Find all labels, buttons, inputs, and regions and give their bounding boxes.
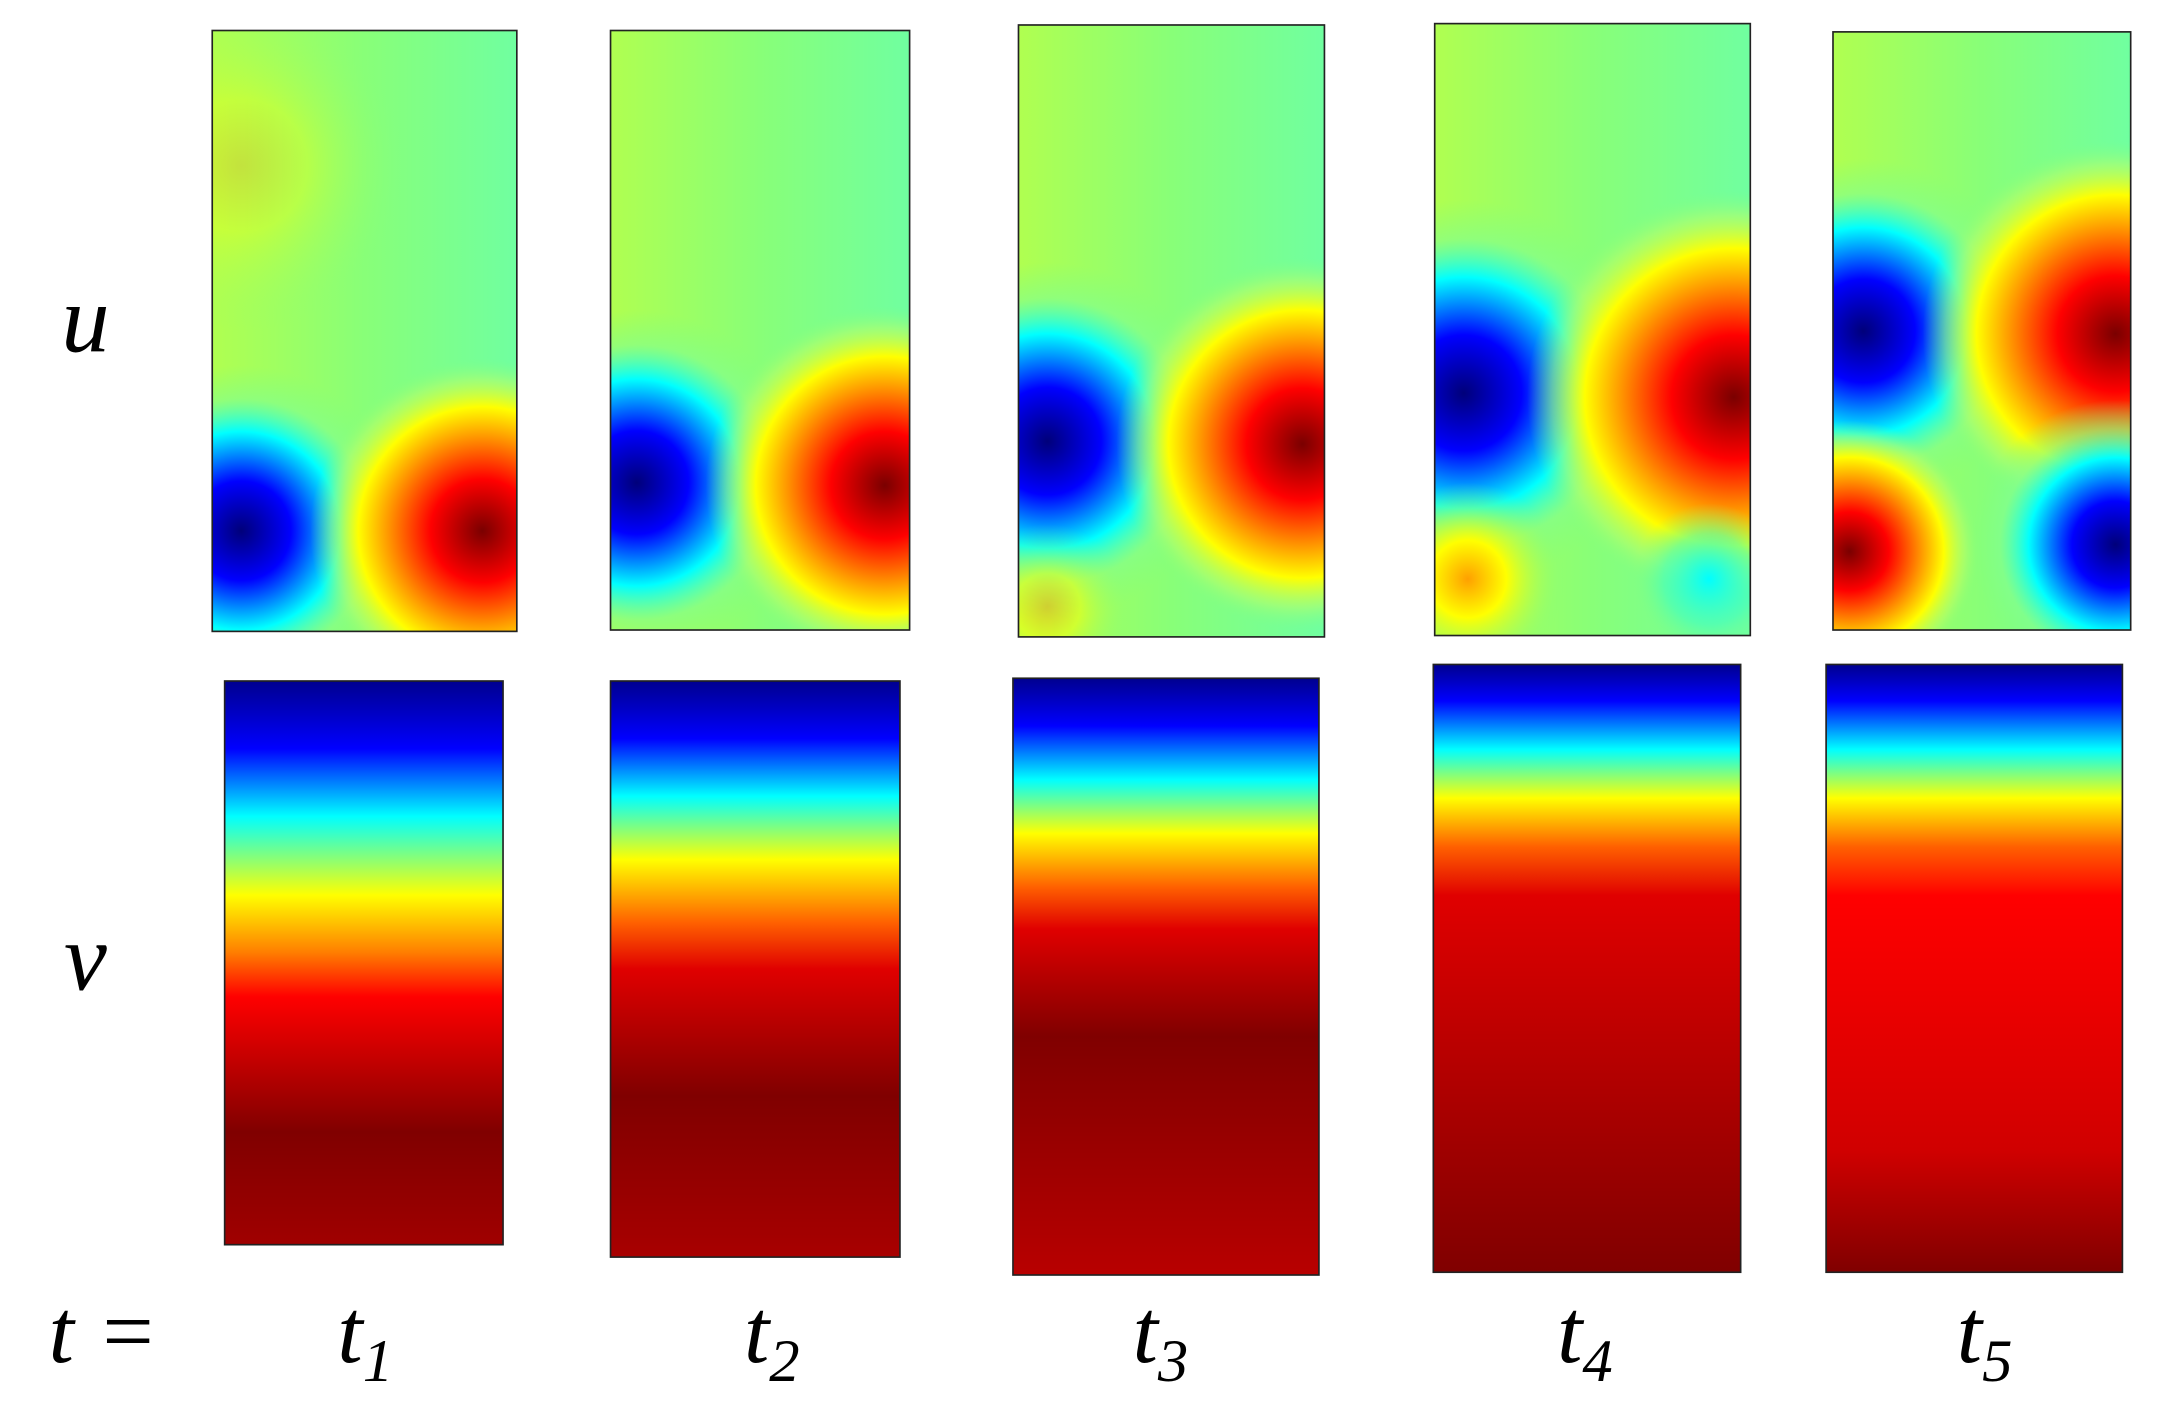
field-blob (705, 306, 910, 631)
time-column-label: t4 (1557, 1281, 1613, 1395)
panel-border (1017, 24, 1326, 638)
field-blob (310, 358, 517, 632)
time-column-label: t3 (1133, 1281, 1189, 1395)
panel-border (1832, 31, 2132, 631)
time-column-label: t5 (1957, 1281, 2013, 1395)
u-field (1018, 24, 1325, 637)
time-subscript: 2 (769, 1328, 799, 1395)
field-blob (1527, 190, 1751, 604)
time-symbol: t (1133, 1281, 1161, 1382)
panel-border (1433, 22, 1752, 637)
field-blob (1832, 420, 1981, 631)
time-symbol: t (1957, 1281, 1985, 1382)
row-label: v (64, 904, 107, 1011)
row-label: u (61, 266, 109, 373)
time-subscript: 1 (363, 1328, 393, 1395)
field-blob (1434, 482, 1565, 636)
time-subscript: 3 (1157, 1328, 1188, 1395)
time-column-label: t2 (744, 1281, 800, 1395)
v-field (1432, 663, 1742, 1274)
field-blob (1018, 523, 1131, 637)
time-label: t = (49, 1281, 158, 1382)
panel-border (211, 29, 518, 633)
v-field (1825, 663, 2124, 1274)
panel-border (609, 29, 911, 631)
u-field (1434, 23, 1751, 636)
field-blob (1970, 399, 2131, 631)
v-field (609, 680, 901, 1258)
u-field (1832, 31, 2131, 631)
time-symbol: t (744, 1281, 772, 1382)
time-column-label: t1 (337, 1281, 393, 1395)
field-blob (212, 30, 407, 331)
time-subscript: 5 (1982, 1328, 2012, 1395)
time-symbol: t (337, 1281, 365, 1382)
field-blob (1116, 257, 1325, 630)
u-field (212, 30, 517, 632)
v-field (1012, 677, 1320, 1276)
u-field (610, 30, 910, 631)
time-subscript: 4 (1582, 1328, 1612, 1395)
v-field (223, 680, 504, 1246)
time-symbol: t (1557, 1281, 1585, 1382)
field-blob (1633, 503, 1751, 636)
